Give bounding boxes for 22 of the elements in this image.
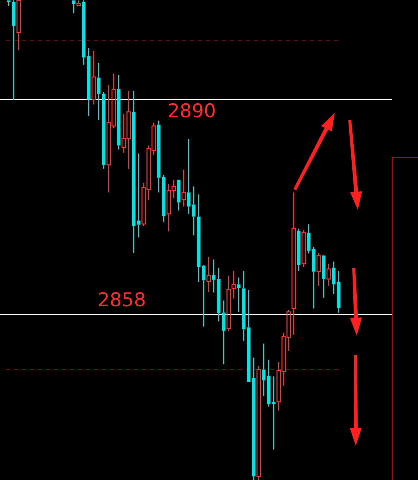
candlestick [72,0,76,14]
ref-line-label: 2858 [98,289,146,312]
candlestick [102,91,106,170]
candlestick [12,0,16,101]
candlestick [16,0,22,51]
candlestick [177,180,181,212]
candlestick [297,228,301,272]
candlestick [226,275,232,332]
candlestick [7,0,11,7]
candlestick [206,256,212,293]
candlestick [292,192,296,336]
candlestick [232,270,236,300]
candlestick [117,74,121,150]
candlestick [182,169,186,208]
ref-line-label: 2890 [168,100,216,122]
candlestick [92,50,96,106]
candlestick [76,0,82,7]
candlestick [237,277,241,313]
candlestick [316,252,322,286]
candlestick [322,256,326,299]
candlestick [326,263,332,286]
candlestick [97,62,101,121]
